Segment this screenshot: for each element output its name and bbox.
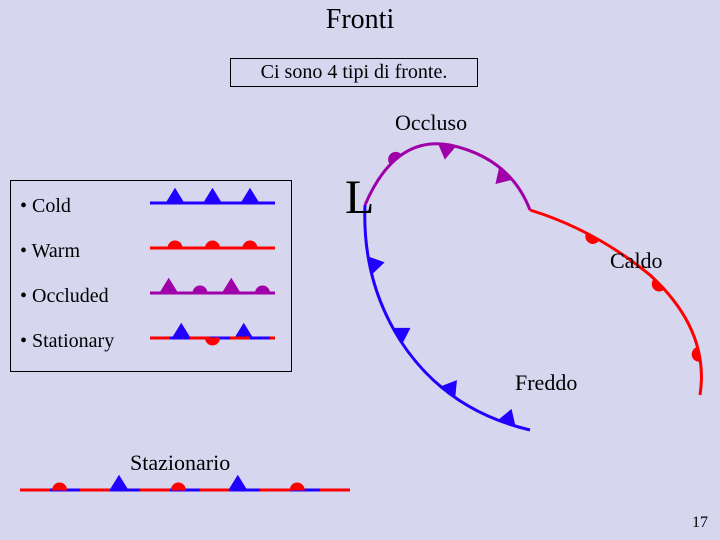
page-number: 17 (692, 514, 708, 532)
label-occluso: Occluso (395, 110, 467, 136)
label-L: L (345, 170, 374, 225)
label-freddo: Freddo (515, 370, 577, 396)
slide: Fronti Ci sono 4 tipi di fronte. • Cold•… (0, 0, 720, 540)
label-stazionario: Stazionario (130, 450, 230, 476)
label-caldo: Caldo (610, 248, 663, 274)
